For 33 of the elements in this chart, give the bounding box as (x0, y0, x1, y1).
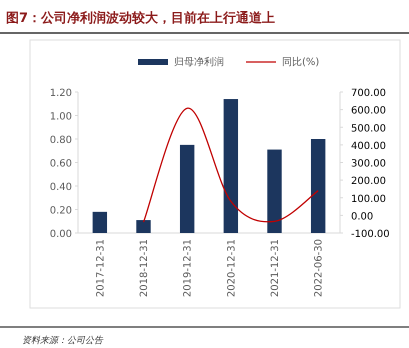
y2-tick-label: 300.00 (351, 158, 386, 170)
bar (224, 99, 238, 233)
y2-tick-label: 500.00 (351, 123, 386, 134)
bar (310, 139, 326, 233)
x-tick-label: 2020-12-31 (226, 239, 238, 298)
x-tick-label: 2018-12-31 (139, 239, 150, 298)
chart-title: 图7：公司净利润波动较大，目前在上行通道上 (6, 10, 276, 26)
bar (136, 220, 151, 233)
y2-tick-label: 400.00 (351, 140, 386, 152)
x-tick-label: 2021-12-31 (270, 239, 281, 298)
y2-tick-label: -100.00 (351, 229, 390, 240)
y-tick-label: 0.00 (50, 229, 72, 240)
bar (92, 212, 108, 233)
y2-tick-label: 200.00 (351, 176, 386, 188)
x-tick-label: 2022-06-30 (314, 239, 325, 298)
y-tick-label: 0.20 (50, 206, 72, 216)
legend-label: 归母净利润 (174, 56, 224, 68)
y-tick-label: 0.80 (50, 135, 72, 146)
y-tick-label: 1.20 (50, 88, 72, 99)
y2-tick-label: 0.00 (351, 211, 374, 222)
y-tick-label: 0.40 (50, 182, 72, 193)
legend-label: 同比(%) (282, 56, 320, 68)
x-tick-label: 2017-12-31 (95, 239, 106, 298)
y2-tick-label: 700.00 (351, 88, 386, 99)
y-tick-label: 0.60 (50, 158, 72, 170)
y2-tick-label: 600.00 (351, 106, 386, 117)
x-tick-label: 2019-12-31 (182, 239, 194, 298)
line-series (142, 108, 319, 223)
text: 资料来源：公司公告 (22, 335, 104, 346)
y-tick-label: 1.00 (50, 112, 72, 122)
y2-tick-label: 100.00 (351, 194, 386, 205)
bar (267, 150, 282, 233)
bar (180, 144, 194, 233)
